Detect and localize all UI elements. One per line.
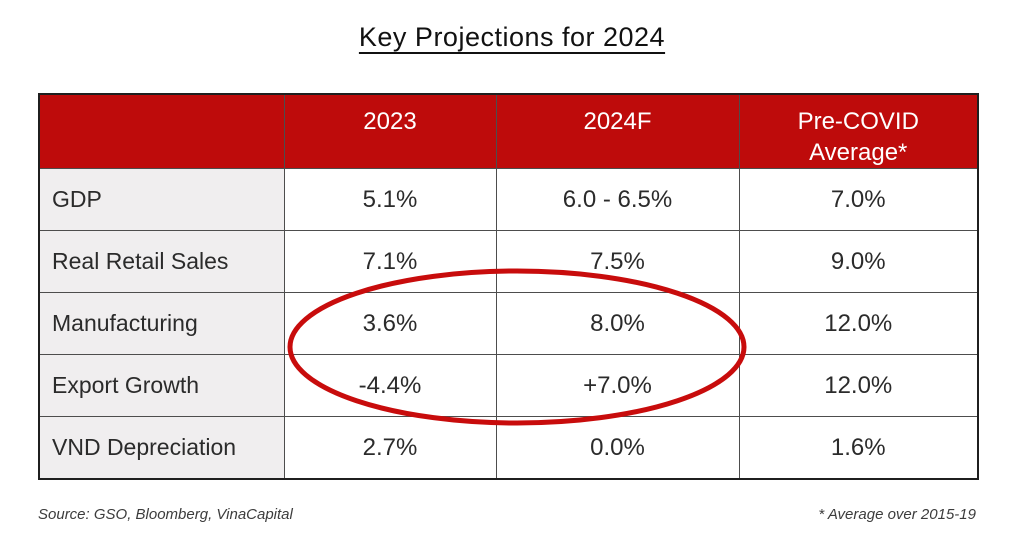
cell-vnd-precovid: 1.6% <box>738 416 979 480</box>
table-row: Export Growth -4.4% +7.0% 12.0% <box>38 354 979 418</box>
row-label-retail: Real Retail Sales <box>38 230 285 294</box>
header-cell-precovid: Pre-COVID Average* <box>738 93 979 170</box>
cell-retail-precovid: 9.0% <box>738 230 979 294</box>
cell-export-2023: -4.4% <box>283 354 497 418</box>
row-label-manufacturing: Manufacturing <box>38 292 285 356</box>
header-cell-2024f: 2024F <box>495 93 740 170</box>
cell-retail-2023: 7.1% <box>283 230 497 294</box>
header-cell-blank <box>38 93 285 170</box>
cell-export-2024f: +7.0% <box>495 354 740 418</box>
header-row: 2023 2024F Pre-COVID Average* <box>38 93 979 170</box>
projections-table: 2023 2024F Pre-COVID Average* GDP 5.1% 6… <box>38 93 979 480</box>
cell-vnd-2024f: 0.0% <box>495 416 740 480</box>
cell-manufacturing-2024f: 8.0% <box>495 292 740 356</box>
row-label-vnd: VND Depreciation <box>38 416 285 480</box>
table-row: VND Depreciation 2.7% 0.0% 1.6% <box>38 416 979 480</box>
page-title: Key Projections for 2024 <box>358 22 666 52</box>
cell-gdp-2023: 5.1% <box>283 168 497 232</box>
cell-gdp-2024f: 6.0 - 6.5% <box>495 168 740 232</box>
cell-export-precovid: 12.0% <box>738 354 979 418</box>
cell-manufacturing-precovid: 12.0% <box>738 292 979 356</box>
table-row: GDP 5.1% 6.0 - 6.5% 7.0% <box>38 168 979 232</box>
cell-manufacturing-2023: 3.6% <box>283 292 497 356</box>
source-note: Source: GSO, Bloomberg, VinaCapital <box>38 506 293 523</box>
cell-retail-2024f: 7.5% <box>495 230 740 294</box>
cell-gdp-precovid: 7.0% <box>738 168 979 232</box>
table-row: Manufacturing 3.6% 8.0% 12.0% <box>38 292 979 356</box>
row-label-export: Export Growth <box>38 354 285 418</box>
row-label-gdp: GDP <box>38 168 285 232</box>
cell-vnd-2023: 2.7% <box>283 416 497 480</box>
header-cell-2023: 2023 <box>283 93 497 170</box>
average-footnote: * Average over 2015-19 <box>818 506 976 523</box>
table-row: Real Retail Sales 7.1% 7.5% 9.0% <box>38 230 979 294</box>
